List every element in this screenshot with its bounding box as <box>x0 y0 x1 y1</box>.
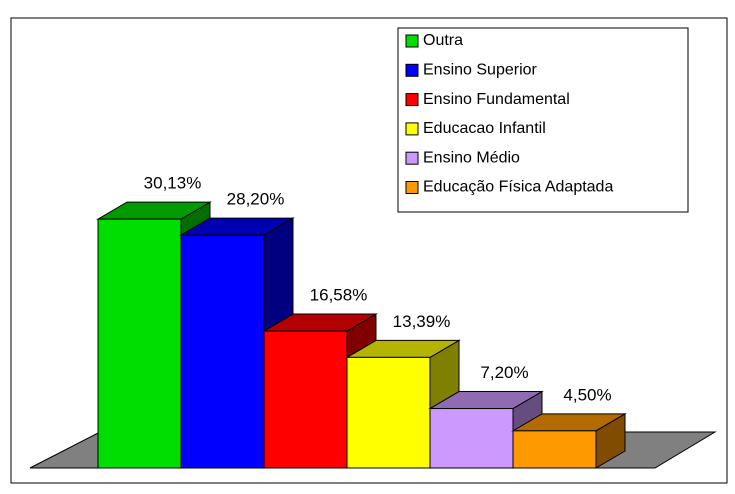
bar-front <box>263 330 348 469</box>
legend-swatch <box>405 122 419 136</box>
legend-label: Ensino Superior <box>423 62 538 79</box>
data-label: 16,58% <box>310 286 368 305</box>
legend-label: Ensino Médio <box>423 149 520 166</box>
bar <box>428 390 544 469</box>
bar <box>511 412 627 469</box>
data-label: 30,13% <box>144 174 202 193</box>
bar <box>345 339 461 469</box>
legend-label: Educacao Infantil <box>423 120 546 137</box>
legend-label: Ensino Fundamental <box>423 91 570 108</box>
legend-swatch <box>405 151 419 165</box>
legend-swatch <box>405 93 419 107</box>
legend-label: Outra <box>423 32 463 49</box>
legend-swatch <box>405 63 419 77</box>
data-label: 4,50% <box>563 385 611 404</box>
legend <box>397 27 689 213</box>
bar-front <box>346 356 431 469</box>
legend-label: Educação Física Adaptada <box>423 179 613 196</box>
bar-front <box>512 430 597 469</box>
legend-swatch <box>405 34 419 48</box>
bar-front <box>180 234 265 469</box>
legend-swatch <box>405 181 419 194</box>
data-label: 13,39% <box>393 312 451 331</box>
data-label: 7,20% <box>480 363 528 382</box>
bar-front <box>97 218 182 469</box>
bar-front <box>429 408 514 469</box>
data-label: 28,20% <box>227 190 285 209</box>
